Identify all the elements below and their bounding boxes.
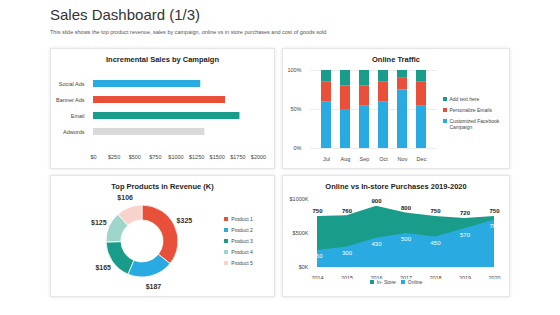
html-text:This slide shows the top produ: This slide shows the top product revenue… [50,29,327,35]
svg-text:100%: 100% [288,67,302,73]
svg-text:$250: $250 [108,154,120,160]
html-text:Customized Facebook Campaign: Customized Facebook Campaign [449,118,500,130]
svg-text:$325: $325 [177,217,193,225]
svg-text:2015: 2015 [340,275,352,279]
html-text:Product 1: Product 1 [231,216,253,222]
svg-text:$1500: $1500 [210,154,225,160]
svg-text:$500K: $500K [292,230,308,236]
svg-text:250: 250 [312,253,323,259]
svg-text:500: 500 [400,236,411,242]
svg-text:Social Ads: Social Ads [59,81,85,87]
svg-text:Jul: Jul [322,156,329,162]
html-text:Personalize Emails: Personalize Emails [449,107,492,113]
svg-text:$750: $750 [149,154,161,160]
svg-text:750: 750 [430,208,441,214]
svg-text:Adwords: Adwords [63,129,85,135]
svg-text:2016: 2016 [370,275,382,279]
html-text:Product 5: Product 5 [231,260,253,266]
svg-text:$1250: $1250 [189,154,204,160]
svg-text:2014: 2014 [311,275,323,279]
svg-text:$1000: $1000 [168,154,183,160]
html-text:In- Store: In- Store [376,279,396,285]
svg-text:570: 570 [459,232,470,238]
svg-text:2019: 2019 [458,275,470,279]
html-text:Product 2: Product 2 [231,227,253,233]
svg-text:800: 800 [400,205,411,211]
html-text:Incremental Sales by Campaign: Incremental Sales by Campaign [106,55,219,64]
svg-text:Dec: Dec [416,156,426,162]
svg-text:Email: Email [71,113,85,119]
svg-text:$125: $125 [91,219,107,227]
html-text:Top Products in Revenue (K): Top Products in Revenue (K) [111,182,214,191]
html-text:Online vs In-store Purchases 2: Online vs In-store Purchases 2019-2020 [325,182,467,191]
html-text:Product 4: Product 4 [231,249,253,255]
svg-text:Aug: Aug [340,156,350,162]
svg-text:750: 750 [312,208,323,214]
svg-text:450: 450 [430,240,441,246]
svg-text:0%: 0% [293,145,301,151]
svg-text:$2000: $2000 [251,154,266,160]
svg-text:720: 720 [459,210,470,216]
svg-text:$165: $165 [96,264,112,272]
svg-text:700: 700 [489,223,500,229]
svg-text:2017: 2017 [399,275,411,279]
html-text:Add text here: Add text here [449,96,480,102]
svg-text:2018: 2018 [429,275,441,279]
svg-text:$1750: $1750 [230,154,245,160]
svg-text:$187: $187 [146,283,162,291]
svg-text:Banner Ads: Banner Ads [56,97,85,103]
svg-text:$106: $106 [118,194,134,202]
svg-text:Oct: Oct [379,156,388,162]
svg-text:$500: $500 [129,154,141,160]
svg-text:2020: 2020 [488,275,500,279]
svg-text:430: 430 [371,241,382,247]
svg-text:$1000K: $1000K [289,196,308,202]
svg-text:760: 760 [341,208,352,214]
svg-text:900: 900 [371,198,382,204]
html-text:Product 3: Product 3 [231,238,253,244]
svg-text:$0K: $0K [298,264,308,270]
svg-text:Sep: Sep [359,156,369,162]
svg-text:$0: $0 [90,154,96,160]
html-text:Online Traffic: Online Traffic [372,55,420,64]
html-text:Online: Online [407,279,423,285]
svg-text:Nov: Nov [397,156,407,162]
html-text:Sales Dashboard (1/3): Sales Dashboard (1/3) [50,6,201,23]
svg-text:300: 300 [341,250,352,256]
svg-text:50%: 50% [290,106,301,112]
svg-text:750: 750 [489,208,500,214]
